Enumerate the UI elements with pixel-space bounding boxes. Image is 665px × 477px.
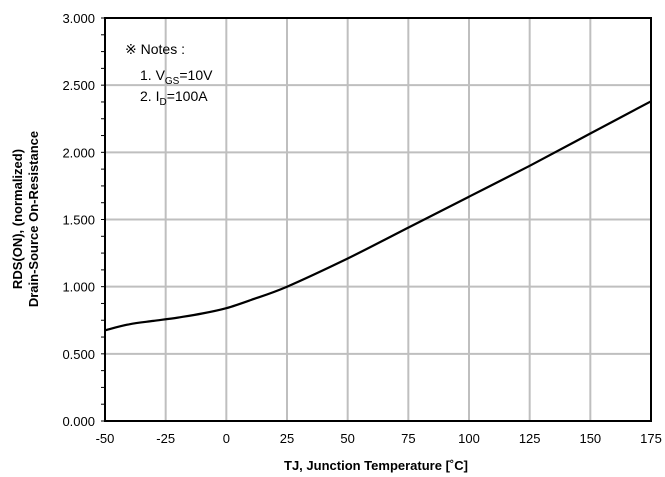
x-tick-label: 175 (640, 431, 662, 446)
series-layer (104, 100, 652, 332)
x-tick-label: 150 (579, 431, 601, 446)
x-axis-title: TJ, Junction Temperature [˚C] (284, 458, 468, 473)
x-tick-label: 75 (401, 431, 415, 446)
y-tick-labels: 0.000 0.500 1.000 1.500 2.000 2.500 3.000 (62, 11, 95, 429)
y-tick-label: 2.000 (62, 145, 95, 160)
x-tick-label: -50 (96, 431, 115, 446)
note-1-subscript: GS (165, 76, 180, 87)
x-tick-label: 25 (280, 431, 294, 446)
y-tick-label: 3.000 (62, 11, 95, 26)
note-2-suffix: =100A (167, 88, 209, 104)
x-tick-label: -25 (156, 431, 175, 446)
grid-lines (101, 17, 651, 422)
y-tick-label: 1.000 (62, 280, 95, 295)
y-tick-label: 0.500 (62, 347, 95, 362)
notes-box: ※ Notes : 1. VGS=10V 2. ID=100A (125, 41, 213, 108)
note-1-prefix: 1. V (140, 67, 166, 83)
x-tick-labels: -50 -25 0 25 50 75 100 125 150 175 (96, 431, 662, 446)
note-1: 1. VGS=10V (140, 67, 213, 87)
y-axis-title-line2: Drain-Source On-Resistance (26, 131, 41, 307)
y-tick-label: 1.500 (62, 213, 95, 228)
note-2: 2. ID=100A (140, 88, 208, 108)
series-line (104, 100, 652, 332)
note-2-prefix: 2. I (140, 88, 159, 104)
note-2-subscript: D (159, 97, 166, 108)
notes-title: ※ Notes : (125, 41, 185, 57)
plot-area-frame (104, 17, 652, 422)
x-tick-label: 50 (340, 431, 354, 446)
y-tick-label: 2.500 (62, 78, 95, 93)
x-tick-label: 100 (458, 431, 480, 446)
x-tick-label: 125 (519, 431, 541, 446)
y-tick-label: 0.000 (62, 414, 95, 429)
note-1-suffix: =10V (179, 67, 213, 83)
y-axis-title-line1: RDS(ON), (normalized) (10, 149, 25, 289)
x-tick-label: 0 (223, 431, 230, 446)
